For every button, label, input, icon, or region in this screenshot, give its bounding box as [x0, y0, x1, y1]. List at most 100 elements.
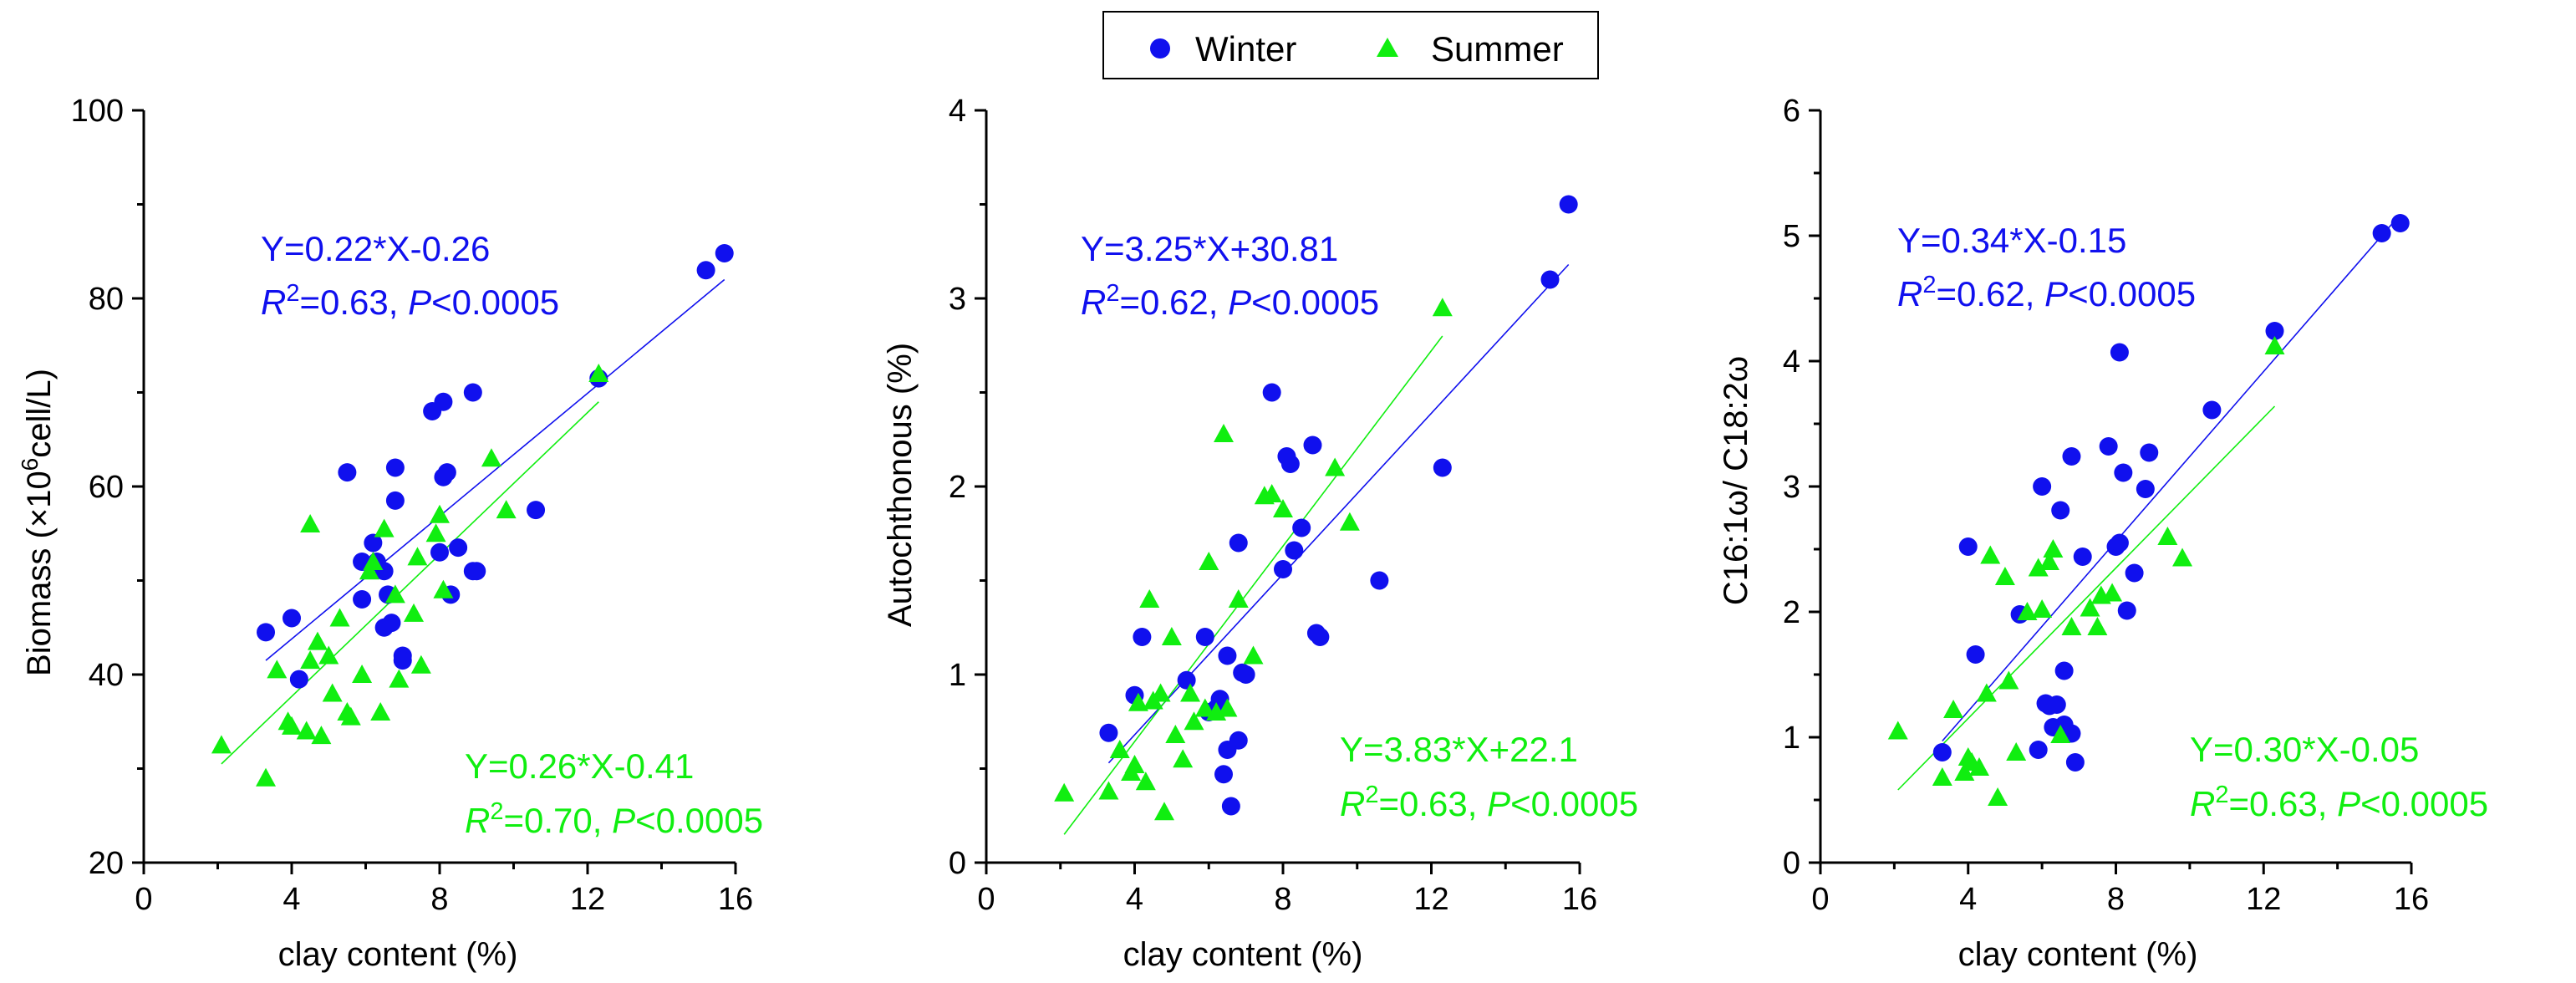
- panel-2-winter-r-letter: R: [1081, 283, 1106, 322]
- panel-3-summer-point: [2017, 602, 2038, 620]
- panel-1-summer-equation: Y=0.26*X-0.41: [465, 746, 694, 786]
- panel-1-winter-point: [283, 609, 301, 628]
- panel-3-summer-point: [2264, 336, 2285, 354]
- panel-3-summer-p: <0.0005: [2360, 784, 2488, 823]
- panel-1-x-tick-label: 0: [135, 882, 152, 917]
- panel-1-winter-point: [463, 383, 482, 402]
- panel-3-y-tick-label: 6: [1783, 94, 1800, 129]
- panel-2-summer-point: [1325, 457, 1346, 476]
- panel-1-winter-point: [467, 562, 486, 581]
- panel-3-summer-point: [2087, 617, 2108, 635]
- panel-1-fits: [221, 278, 725, 765]
- panel-2-summer-point: [1214, 424, 1234, 442]
- panel-1-ticks: 0 4 8 12 16 20 40 60 80 100: [71, 94, 754, 917]
- panel-2-summer-point: [1180, 683, 1201, 702]
- panel-1-summer-point: [307, 631, 328, 650]
- panel-3-winter-point: [2054, 661, 2074, 680]
- panel-3-y-tick-label: 4: [1783, 344, 1800, 379]
- panel-1-summer-fit-line: [221, 401, 599, 765]
- panel-1-winter-point: [353, 590, 372, 609]
- panel-2-winter-point: [1229, 731, 1248, 750]
- panel-1-winter-point: [696, 261, 715, 280]
- panel-1-winter-equation: Y=0.22*X-0.26: [261, 229, 490, 268]
- panel-2-summer-point: [1217, 698, 1238, 717]
- panel-1-summer-point: [384, 584, 405, 604]
- panel-2-winter-point: [1177, 670, 1196, 690]
- panel-1-summer-point: [359, 561, 379, 580]
- panel-2-winter-point: [1195, 628, 1214, 646]
- panel-2-winter-point: [1099, 723, 1118, 742]
- panel-3-winter-fit-line: [1942, 213, 2401, 742]
- panel-3-winter-r-exponent: 2: [1922, 272, 1936, 298]
- panel-2-winter-point: [1133, 628, 1152, 646]
- panel-2-summer-p-letter: P: [1487, 784, 1510, 823]
- panel-1-x-tick-label: 4: [283, 882, 300, 917]
- legend-summer-marker: [1377, 38, 1398, 57]
- panel-3-summer-point: [2080, 598, 2100, 617]
- panel-2-winter-fit-line: [1107, 263, 1570, 764]
- panel-1-y-tick-label: 100: [71, 94, 124, 129]
- panel-3-summer-point: [2172, 548, 2193, 567]
- panel-1-summer-point: [340, 706, 361, 726]
- panel-3-x-tick-label: 0: [1811, 882, 1829, 917]
- panel-1-summer-point: [318, 645, 339, 665]
- panel-1-summer-point: [296, 721, 317, 740]
- panel-1-summer-point: [496, 500, 517, 519]
- panel-3-summer-point: [2006, 742, 2027, 761]
- panel-2-summer-point: [1273, 499, 1293, 517]
- legend-winter-marker: [1150, 38, 1170, 59]
- panel-3-y-tick-label: 2: [1783, 595, 1800, 630]
- panel-3-xlabel: clay content (%): [1958, 936, 2198, 973]
- panel-1-summer-point: [433, 579, 454, 598]
- panel-3-summer-point: [2157, 527, 2178, 545]
- panel-1-summer-point: [407, 547, 428, 566]
- panel-1-x-tick-label: 12: [570, 882, 605, 917]
- legend: Winter Summer: [1102, 11, 1599, 79]
- panel-1-summer-point: [282, 716, 302, 735]
- panel-3-winter-r-letter: R: [1897, 274, 1922, 313]
- panel-3-winter-point: [2114, 463, 2133, 482]
- panel-1-summer-point: [370, 702, 391, 721]
- panel-2-summer-point: [1184, 711, 1204, 731]
- panel-3-summer-r2: =0.63,: [2228, 784, 2337, 823]
- panel-1-summer-stats: R2=0.70, P<0.0005: [465, 798, 763, 840]
- panel-1-winter-point: [527, 501, 546, 520]
- panel-2-y-tick-label: 2: [949, 470, 966, 505]
- panel-2-winter-point: [1292, 518, 1311, 537]
- panel-1-winter-fit-line: [265, 278, 725, 661]
- panel-3-summer-point: [1932, 767, 1952, 786]
- panel-1-points: [211, 244, 734, 787]
- panel-3-winter-point: [2029, 741, 2048, 759]
- panel-3-winter-point: [1966, 645, 1985, 664]
- panel-2-winter-point: [1559, 195, 1578, 214]
- panel-2-summer-point: [1173, 749, 1194, 768]
- panel-2-summer-point: [1261, 484, 1282, 502]
- panel-3-winter-point: [2051, 501, 2070, 520]
- panel-1-summer-point: [481, 448, 501, 467]
- panel-3-winter-point: [2110, 343, 2129, 362]
- panel-2-summer-point: [1161, 627, 1182, 645]
- panel-3-summer-point: [1943, 700, 1964, 718]
- panel-2-winter-point: [1214, 765, 1233, 784]
- legend-box: [1102, 11, 1599, 79]
- panel-3-y-tick-label: 1: [1783, 721, 1800, 756]
- panel-2-summer-point: [1432, 298, 1453, 317]
- panel-2-summer-p: <0.0005: [1510, 784, 1638, 823]
- panel-2-summer-fit-line: [1063, 335, 1443, 835]
- panel-1-summer-point: [352, 665, 373, 683]
- panel-3-winter-point: [1932, 743, 1952, 761]
- panel-2-y-tick-label: 0: [949, 846, 966, 881]
- panel-1-winter-point: [449, 538, 468, 558]
- panel-2-summer-r-exponent: 2: [1365, 782, 1378, 808]
- panel-1-x-tick-label: 16: [718, 882, 753, 917]
- panel-3-summer-fit-line: [1897, 405, 2276, 791]
- panel-1-winter-r-exponent: 2: [286, 280, 299, 307]
- panel-2-winter-point: [1262, 383, 1281, 402]
- panel-2-summer-r2: =0.63,: [1378, 784, 1487, 823]
- panel-3-summer-equation: Y=0.30*X-0.05: [2190, 730, 2419, 769]
- panel-1-winter-point: [338, 463, 357, 482]
- panel-2-summer-point: [1128, 692, 1148, 711]
- panel-1-summer-point: [300, 650, 321, 670]
